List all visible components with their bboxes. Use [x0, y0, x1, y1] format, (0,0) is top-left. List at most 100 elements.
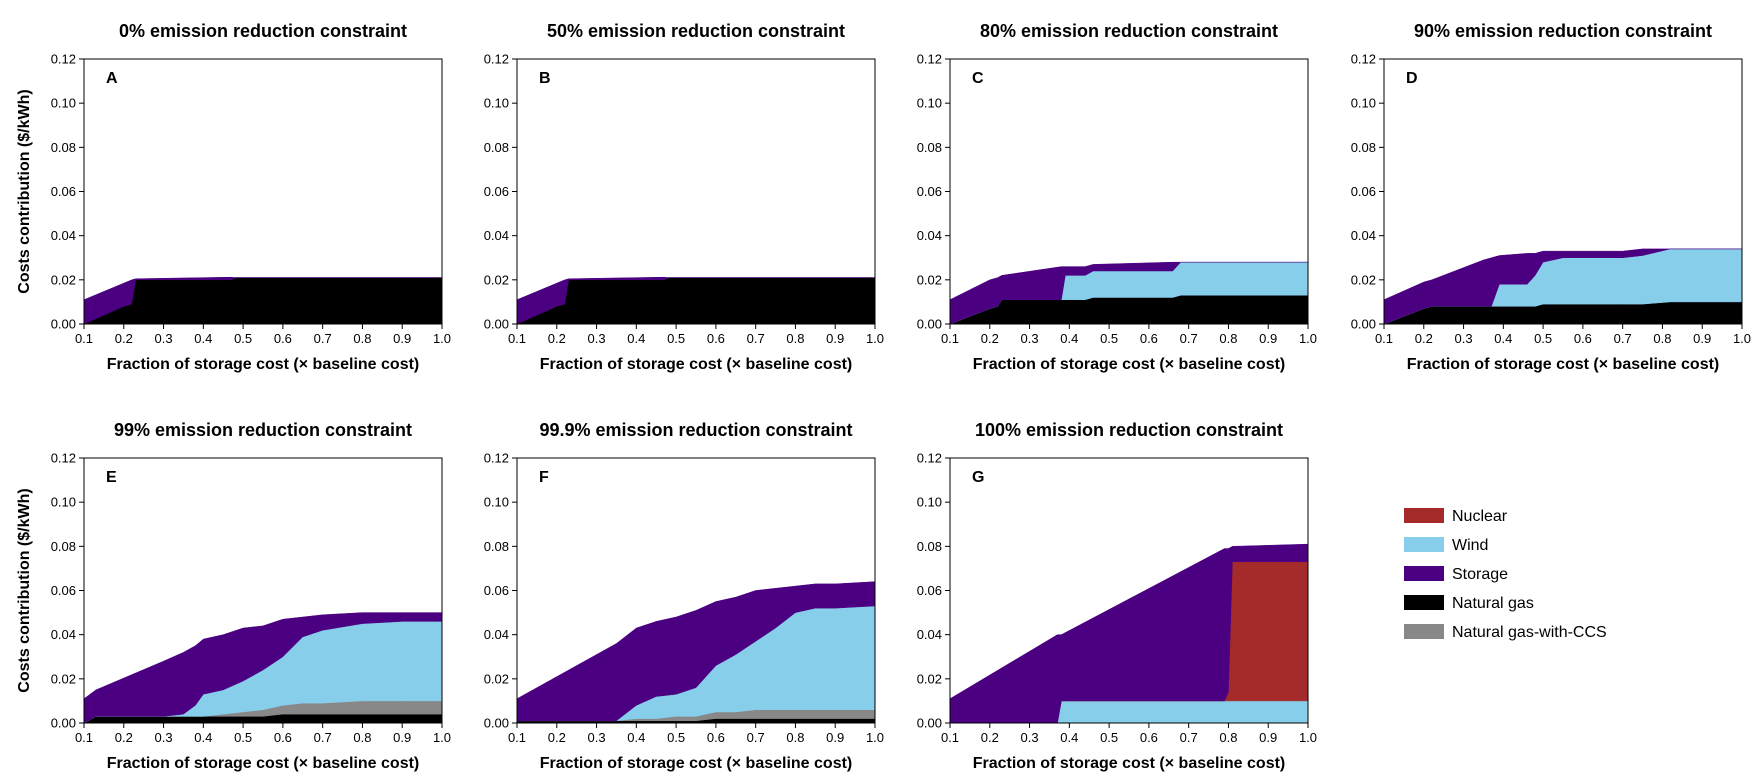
x-tick-label: 0.2	[115, 730, 133, 745]
x-tick-label: 1.0	[1299, 331, 1317, 346]
x-tick-label: 0.7	[314, 730, 332, 745]
x-axis-label: Fraction of storage cost (× baseline cos…	[1407, 356, 1720, 373]
x-tick-label: 0.7	[747, 331, 765, 346]
y-tick-label: 0.04	[484, 627, 509, 642]
x-tick-label: 0.4	[1060, 331, 1078, 346]
x-tick-label: 0.9	[826, 730, 844, 745]
x-tick-label: 0.7	[314, 331, 332, 346]
x-tick-label: 0.4	[1060, 730, 1078, 745]
x-tick-label: 0.4	[627, 730, 645, 745]
y-tick-label: 0.10	[917, 495, 942, 510]
y-tick-label: 0.12	[1351, 52, 1376, 67]
panel-title: 90% emission reduction constraint	[1414, 21, 1712, 41]
y-tick-label: 0.06	[51, 184, 76, 199]
y-tick-label: 0.02	[1351, 272, 1376, 287]
panel-letter: E	[106, 469, 117, 486]
y-tick-label: 0.04	[917, 627, 942, 642]
legend-swatch	[1404, 624, 1444, 639]
y-tick-label: 0.00	[51, 317, 76, 332]
x-tick-label: 0.2	[1415, 331, 1433, 346]
x-axis-label: Fraction of storage cost (× baseline cos…	[540, 356, 853, 373]
y-tick-label: 0.02	[51, 671, 76, 686]
legend-swatch	[1404, 595, 1444, 610]
x-axis-label: Fraction of storage cost (× baseline cos…	[540, 755, 853, 772]
y-tick-label: 0.08	[51, 140, 76, 155]
area-storage	[949, 261, 1308, 325]
x-tick-label: 1.0	[1299, 730, 1317, 745]
x-tick-label: 0.3	[1455, 331, 1473, 346]
x-tick-label: 0.2	[548, 730, 566, 745]
y-tick-label: 0.02	[484, 671, 509, 686]
x-tick-label: 0.4	[1494, 331, 1512, 346]
y-tick-label: 0.10	[1351, 96, 1376, 111]
x-tick-label: 0.9	[1693, 331, 1711, 346]
y-tick-label: 0.06	[51, 583, 76, 598]
x-tick-label: 0.1	[941, 331, 959, 346]
area-storage	[516, 276, 875, 325]
y-tick-label: 0.10	[484, 495, 509, 510]
x-tick-label: 0.5	[1100, 730, 1118, 745]
panel-b: 50% emission reduction constraint B 0.1 0.2…	[484, 21, 884, 373]
x-tick-label: 0.1	[75, 331, 93, 346]
x-tick-label: 0.6	[1140, 730, 1158, 745]
x-tick-label: 0.2	[981, 331, 999, 346]
panel-d: 90% emission reduction constraint D 0.1 0.2…	[1351, 21, 1751, 373]
x-tick-label: 0.6	[274, 730, 292, 745]
legend-swatch	[1404, 566, 1444, 581]
y-tick-label: 0.04	[1351, 228, 1376, 243]
x-tick-label: 0.1	[508, 331, 526, 346]
y-tick-label: 0.00	[917, 716, 942, 731]
x-tick-label: 0.9	[1259, 730, 1277, 745]
y-tick-label: 0.10	[51, 495, 76, 510]
x-tick-label: 0.3	[588, 730, 606, 745]
x-tick-label: 0.5	[667, 331, 685, 346]
x-tick-label: 0.8	[353, 730, 371, 745]
y-tick-label: 0.04	[51, 228, 76, 243]
x-tick-label: 0.6	[707, 331, 725, 346]
y-tick-label: 0.10	[917, 96, 942, 111]
y-tick-label: 0.00	[1351, 317, 1376, 332]
x-axis-label: Fraction of storage cost (× baseline cos…	[107, 356, 420, 373]
x-tick-label: 1.0	[866, 730, 884, 745]
x-tick-label: 0.1	[1375, 331, 1393, 346]
legend-swatch	[1404, 537, 1444, 552]
y-tick-label: 0.12	[51, 451, 76, 466]
x-tick-label: 0.7	[1180, 331, 1198, 346]
x-tick-label: 0.1	[75, 730, 93, 745]
panel-letter: B	[539, 70, 551, 87]
panel-c: 80% emission reduction constraint C 0.1 0.2…	[917, 21, 1317, 373]
x-tick-label: 0.8	[1219, 730, 1237, 745]
x-tick-label: 0.9	[826, 331, 844, 346]
x-tick-label: 0.2	[115, 331, 133, 346]
panel-title: 0% emission reduction constraint	[119, 21, 407, 41]
legend-label: Storage	[1452, 566, 1508, 583]
x-axis-label: Fraction of storage cost (× baseline cos…	[973, 356, 1286, 373]
y-tick-label: 0.12	[484, 52, 509, 67]
x-axis-label: Fraction of storage cost (× baseline cos…	[973, 755, 1286, 772]
panel-e: 99% emission reduction constraint E 0.1 0.2…	[16, 420, 451, 772]
x-tick-label: 0.3	[1021, 331, 1039, 346]
y-tick-label: 0.02	[51, 272, 76, 287]
y-tick-label: 0.02	[917, 272, 942, 287]
x-tick-label: 0.6	[707, 730, 725, 745]
x-tick-label: 0.1	[508, 730, 526, 745]
y-tick-label: 0.06	[917, 583, 942, 598]
x-tick-label: 0.6	[274, 331, 292, 346]
y-tick-label: 0.08	[917, 539, 942, 554]
x-tick-label: 0.9	[393, 730, 411, 745]
x-tick-label: 0.7	[1614, 331, 1632, 346]
y-tick-label: 0.00	[917, 317, 942, 332]
y-axis-label: Costs contribution ($/kWh)	[16, 89, 33, 293]
y-tick-label: 0.04	[51, 627, 76, 642]
legend-label: Wind	[1452, 537, 1488, 554]
legend-swatch	[1404, 508, 1444, 523]
y-axis-label: Costs contribution ($/kWh)	[16, 488, 33, 692]
x-tick-label: 1.0	[866, 331, 884, 346]
y-tick-label: 0.06	[484, 184, 509, 199]
panel-a: 0% emission reduction constraint A 0.1 0.2 0…	[16, 21, 451, 373]
panel-letter: F	[539, 469, 549, 486]
x-tick-label: 0.8	[353, 331, 371, 346]
legend-label: Natural gas-with-CCS	[1452, 624, 1607, 641]
